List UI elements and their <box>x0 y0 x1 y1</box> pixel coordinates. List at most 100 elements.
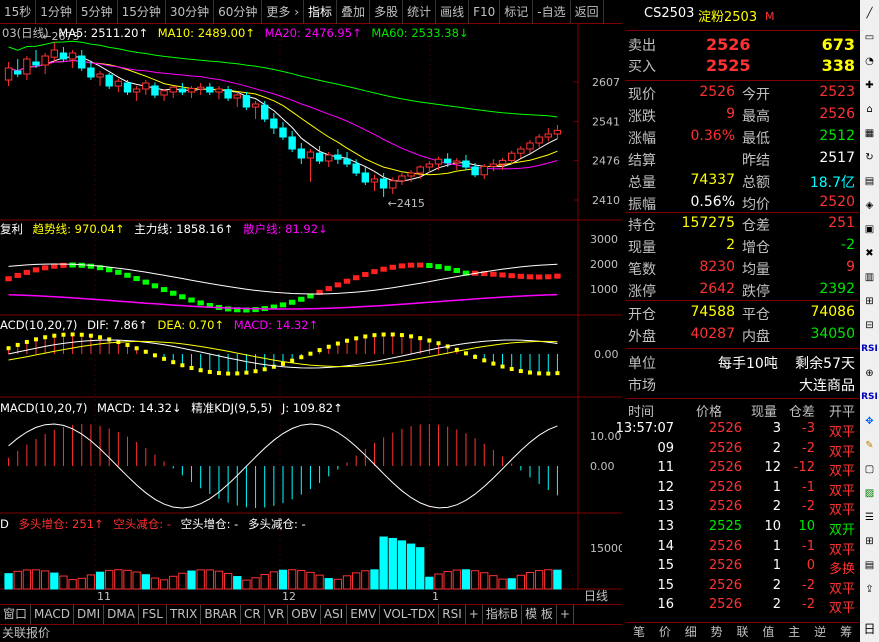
draw-tool-icon[interactable]: ╱ <box>866 8 873 19</box>
quote-tab[interactable]: 联 <box>736 625 749 639</box>
indicator-tab[interactable]: FSL <box>139 605 167 624</box>
quote-tab[interactable]: 价 <box>658 625 671 639</box>
candle-body <box>261 104 269 120</box>
note-icon[interactable]: ☰ <box>865 512 874 523</box>
indicator-tab[interactable]: ASI <box>321 605 348 624</box>
ind1-name: 复利 <box>0 222 23 236</box>
draw-tool-icon[interactable]: ◈ <box>865 200 874 211</box>
ind1-bar <box>517 273 525 279</box>
draw-tool-icon[interactable]: ↻ <box>865 152 874 163</box>
tool-tab[interactable]: 画线 <box>436 0 470 24</box>
period-tab[interactable]: 1分钟 <box>36 0 77 24</box>
indicator-tab[interactable]: TRIX <box>167 605 202 624</box>
rsi-button[interactable]: RSI <box>861 344 878 354</box>
export-icon[interactable]: ⇪ <box>865 584 874 595</box>
indicator-tab[interactable]: + <box>557 605 574 624</box>
day-button[interactable]: 日 <box>863 622 876 636</box>
tick-cell: 2526 <box>708 460 742 476</box>
draw-tool-icon[interactable]: ⊟ <box>865 320 874 331</box>
pen-icon[interactable]: ✎ <box>865 440 874 451</box>
tick-row[interactable]: 15 2526 2 -2 双平 <box>626 578 859 599</box>
quote-tab[interactable]: 细 <box>684 625 697 639</box>
indicator-tab[interactable]: VOL-TDX <box>380 605 440 624</box>
draw-tool-icon[interactable]: ▤ <box>864 176 875 187</box>
tick-row[interactable]: 11 2526 12 -12 双平 <box>626 460 859 481</box>
x-tick-label: 1 <box>432 590 439 603</box>
indicator-tab[interactable]: + <box>466 605 483 624</box>
ind4-bar <box>251 577 260 590</box>
indicator-tab[interactable]: VR <box>265 605 289 624</box>
tool-tab[interactable]: -自选 <box>533 0 571 24</box>
draw-tool-icon[interactable]: ▥ <box>864 272 875 283</box>
tool-tab[interactable]: 多股 <box>370 0 404 24</box>
tick-cell: 双平 <box>828 581 855 597</box>
period-tab[interactable]: 30分钟 <box>166 0 215 24</box>
draw-tool-icon[interactable]: ⌂ <box>866 104 873 115</box>
quote-tab[interactable]: 筹 <box>840 625 853 639</box>
ind1-bar <box>389 264 396 270</box>
image-icon[interactable]: ▨ <box>864 488 875 499</box>
indicator-tab[interactable]: EMV <box>347 605 381 624</box>
tick-row[interactable]: 12 2526 1 -1 双平 <box>626 480 859 501</box>
period-tab[interactable]: 15分钟 <box>118 0 166 24</box>
list-icon[interactable]: ▤ <box>864 560 875 571</box>
move-icon[interactable]: ✥ <box>865 416 874 427</box>
indicator-tab[interactable]: MACD <box>31 605 74 624</box>
indicator-tab[interactable]: BRAR <box>201 605 242 624</box>
tick-row[interactable]: 13:57:07 2526 3 -3 双平 <box>616 421 859 442</box>
indicator-tab[interactable]: OBV <box>288 605 321 624</box>
candle-body <box>23 58 31 75</box>
indicator-tab[interactable]: CR <box>241 605 265 624</box>
kline-chart-area[interactable]: 11 12 1 2607 2541 2476 2410 ←2673 ←2415 3000 2000 1… <box>0 24 625 604</box>
tick-row[interactable]: 13 2525 10 10 双开 <box>626 519 859 540</box>
draw-tool-icon[interactable]: ▣ <box>864 224 875 235</box>
tick-row[interactable]: 15 2526 1 0 多换 <box>626 558 859 579</box>
period-tab[interactable]: 5分钟 <box>77 0 118 24</box>
draw-tool-icon[interactable]: ✚ <box>865 80 874 91</box>
draw-tool-icon[interactable]: ⊞ <box>865 296 874 307</box>
indicator-tab[interactable]: 指标B <box>483 605 523 624</box>
y-tick-label: 3000 <box>590 233 618 246</box>
zoom-icon[interactable]: ⊕ <box>865 368 874 379</box>
draw-tool-icon[interactable]: ◔ <box>865 56 874 67</box>
unit-label: 单位 <box>628 356 656 372</box>
period-tab[interactable]: 15秒 <box>0 0 37 24</box>
tool-tab[interactable]: 叠加 <box>337 0 371 24</box>
quote-tab[interactable]: 势 <box>710 625 723 639</box>
indicator-tab[interactable]: DMA <box>104 605 139 624</box>
tick-row[interactable]: 16 2526 2 -2 双平 <box>626 597 859 618</box>
draw-tool-icon[interactable]: ▭ <box>864 32 875 43</box>
indicator-tab[interactable]: 模 板 <box>522 605 557 624</box>
quote-tab[interactable]: 逆 <box>814 625 827 639</box>
tool-tab[interactable]: 返回 <box>571 0 604 24</box>
indicator-tab[interactable]: RSI <box>439 605 466 624</box>
y-tick-label: 2541 <box>592 115 620 128</box>
candle-body <box>535 136 543 144</box>
tick-cell: 双开 <box>828 523 855 538</box>
tool-tab[interactable]: 统计 <box>403 0 437 24</box>
candle-body <box>361 172 370 183</box>
quote-tab[interactable]: 值 <box>762 625 775 639</box>
tick-cell: 2 <box>772 440 781 456</box>
quote-tab[interactable]: 笔 <box>632 625 645 639</box>
candle-body <box>379 178 388 189</box>
ind1-bar <box>32 267 40 273</box>
tick-row[interactable]: 13 2526 2 -2 双平 <box>626 499 859 520</box>
period-tab[interactable]: 更多 › <box>262 0 305 24</box>
tool-tab[interactable]: F10 <box>469 0 501 24</box>
indicator-tab[interactable]: DMI <box>74 605 105 624</box>
kline-chart-svg[interactable]: 11 12 1 2607 2541 2476 2410 ←2673 ←2415 3000 2000 1… <box>0 24 625 604</box>
period-tab[interactable]: 60分钟 <box>214 0 263 24</box>
draw-tool-icon[interactable]: ▦ <box>864 128 875 139</box>
indicator-tab[interactable]: 窗口 <box>0 605 32 624</box>
draw-tool-icon[interactable]: ✖ <box>865 248 874 259</box>
quote-tab[interactable]: 主 <box>788 625 801 639</box>
tool-tab[interactable]: 指标 <box>304 0 338 24</box>
text-icon[interactable]: ▢ <box>864 464 875 475</box>
tool-tab[interactable]: 标记 <box>500 0 534 24</box>
tick-row[interactable]: 09 2526 2 -2 双平 <box>626 441 859 462</box>
tick-cell: 16 <box>657 597 674 613</box>
rsi-button[interactable]: RSI <box>861 392 878 402</box>
grid-icon[interactable]: ⊞ <box>865 536 874 547</box>
tick-row[interactable]: 14 2526 1 -1 双平 <box>626 539 859 560</box>
